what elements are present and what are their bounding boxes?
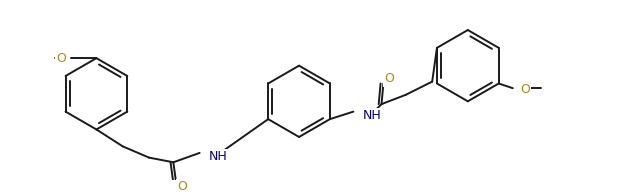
Text: O: O	[177, 180, 186, 192]
Text: NH: NH	[209, 150, 228, 163]
Text: O: O	[384, 72, 394, 85]
Text: O: O	[520, 83, 530, 96]
Text: NH: NH	[363, 109, 382, 122]
Text: O: O	[57, 52, 66, 65]
